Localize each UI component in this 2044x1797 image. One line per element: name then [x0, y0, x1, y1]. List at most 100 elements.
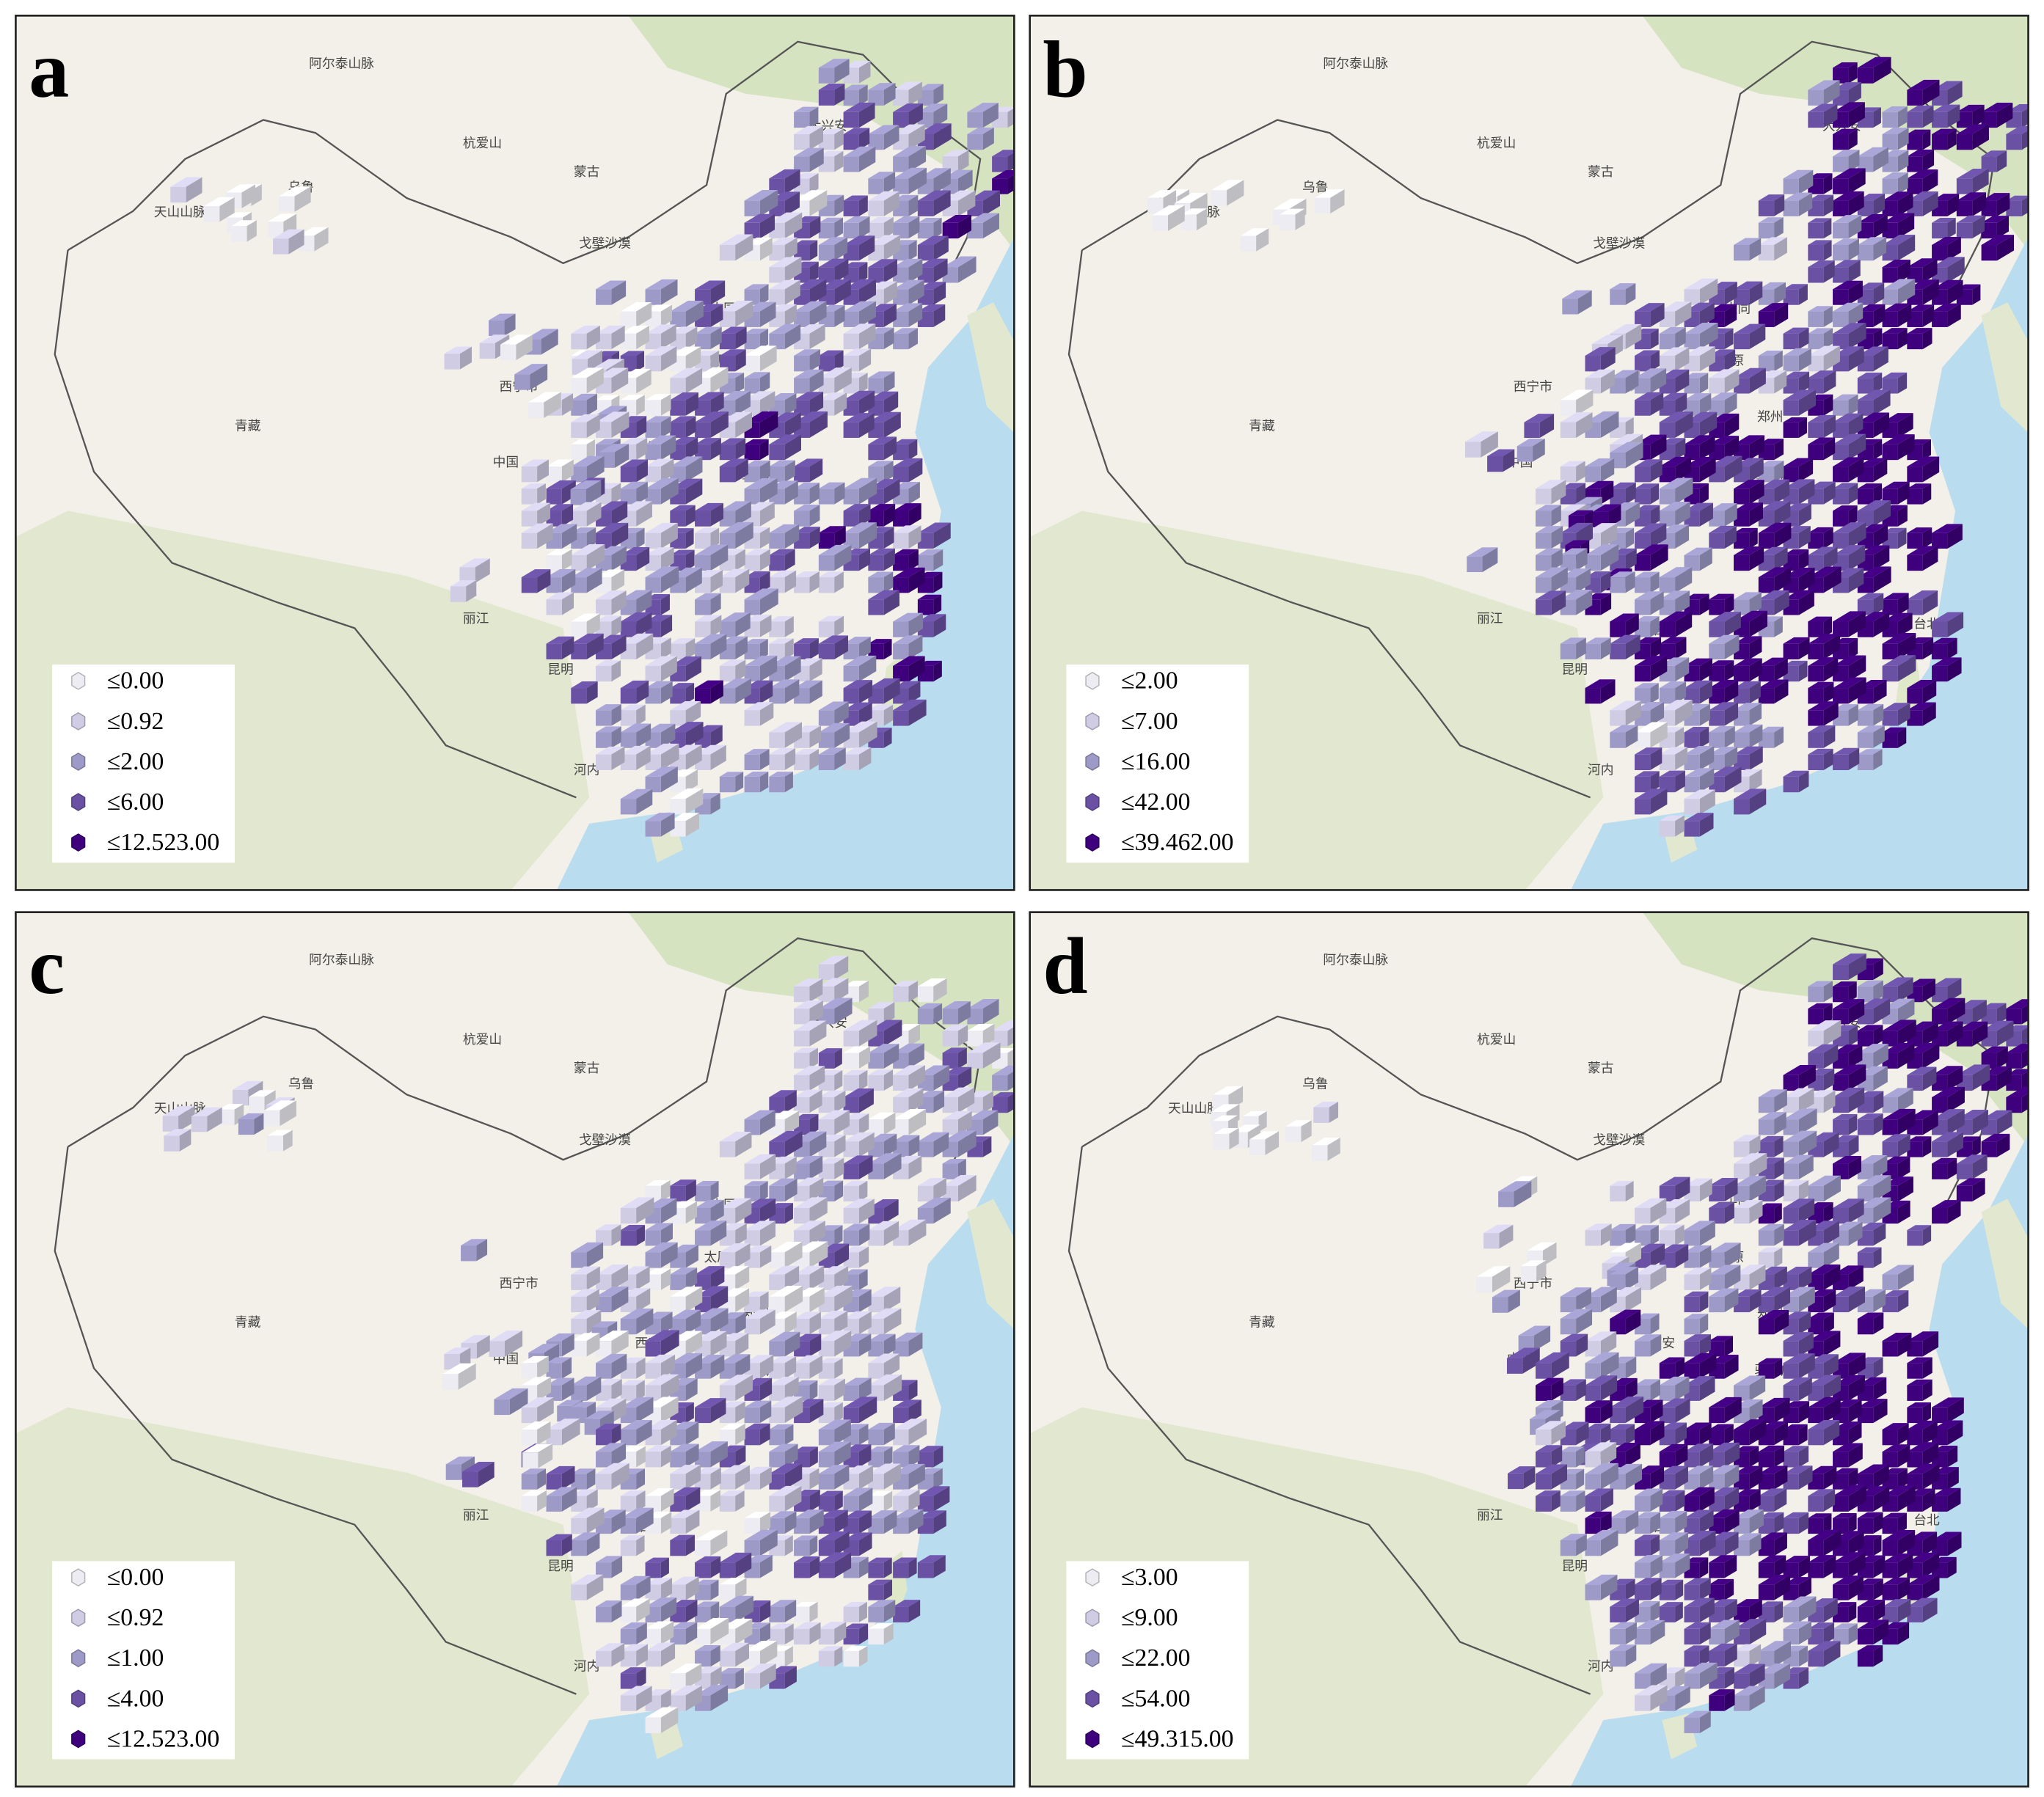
- cube-top: [1932, 1086, 1965, 1097]
- cube-front: [893, 1119, 909, 1135]
- cube-top: [744, 702, 774, 711]
- cube-front: [917, 1185, 934, 1202]
- cube-side: [586, 1266, 600, 1290]
- cube-front: [2006, 1053, 2022, 1069]
- cube-top: [744, 749, 770, 755]
- cube: [1709, 660, 1734, 682]
- cube-side: [883, 1069, 894, 1091]
- cube-top: [1808, 103, 1838, 112]
- cube-top: [744, 329, 769, 334]
- cube-side: [1873, 1154, 1888, 1179]
- cube: [596, 1463, 629, 1490]
- cube: [744, 345, 777, 372]
- cube-side: [1724, 455, 1742, 483]
- cube-side: [282, 1130, 293, 1152]
- cube: [1808, 1003, 1833, 1025]
- cube-front: [744, 643, 760, 659]
- cube-side: [834, 1090, 846, 1113]
- cube-top: [843, 1601, 867, 1607]
- legend-swatch: [71, 671, 86, 690]
- legend-label: ≤0.00: [107, 1564, 164, 1591]
- cube-side: [561, 568, 576, 593]
- cube-side: [1749, 238, 1762, 261]
- cube-front: [1882, 1097, 1898, 1113]
- cube-front: [695, 1207, 711, 1224]
- cube-front: [917, 986, 934, 1003]
- cube: [769, 1396, 803, 1424]
- cube-side: [1600, 571, 1611, 593]
- cube-front: [645, 1252, 661, 1268]
- cube-front: [1907, 688, 1923, 704]
- cube-top: [1882, 977, 1913, 987]
- cube-front: [1783, 1075, 1799, 1091]
- cube-front: [843, 156, 859, 172]
- cube-top: [893, 1445, 920, 1452]
- cube: [596, 569, 625, 593]
- cube-top: [1833, 747, 1860, 755]
- cube-side: [908, 1332, 923, 1357]
- cube-side: [710, 1266, 725, 1290]
- cube: [769, 434, 801, 461]
- cube-side: [1798, 327, 1809, 350]
- cube-top: [917, 123, 952, 134]
- legend-swatch: [71, 1730, 86, 1749]
- cube-top: [843, 1113, 869, 1120]
- cube-side: [858, 522, 877, 549]
- cube-top: [744, 439, 769, 444]
- cube-front: [818, 643, 835, 659]
- cube-side: [1229, 1128, 1239, 1150]
- cube-side: [759, 213, 775, 239]
- cube-side: [660, 813, 675, 837]
- cube-front: [1907, 111, 1923, 128]
- cube: [769, 638, 794, 659]
- cube-front: [1833, 1207, 1849, 1224]
- cube-side: [908, 81, 922, 106]
- cube-side: [809, 638, 819, 659]
- cube: [818, 1441, 851, 1468]
- cube-side: [834, 84, 845, 106]
- cube-top: [868, 461, 894, 467]
- cube: [1907, 129, 1931, 150]
- cube-side: [759, 1355, 774, 1379]
- cube-top: [571, 568, 602, 578]
- cube-top: [1833, 677, 1866, 689]
- cube: [1498, 1181, 1532, 1207]
- cube-front: [1808, 1185, 1824, 1202]
- cube-top: [1907, 590, 1938, 600]
- cube-front: [1783, 400, 1799, 416]
- cube-front: [695, 532, 711, 549]
- cube-side: [834, 1110, 850, 1135]
- cube-front: [620, 1584, 637, 1600]
- cube-side: [1675, 301, 1692, 327]
- cube-front: [1783, 1207, 1799, 1224]
- cube-front: [1635, 400, 1651, 416]
- cube-top: [1882, 612, 1913, 622]
- legend-label: ≤12.523.00: [107, 829, 220, 856]
- cube-top: [596, 1353, 627, 1364]
- cube-side: [1625, 571, 1635, 593]
- cube-front: [769, 1341, 785, 1357]
- cube-top: [868, 172, 896, 179]
- cube-side: [685, 528, 694, 549]
- cube: [670, 638, 696, 659]
- cube-side: [1947, 279, 1963, 305]
- cube: [1783, 590, 1814, 615]
- cube-front: [818, 1318, 835, 1335]
- cube-front: [1808, 444, 1824, 461]
- cube-side: [1749, 658, 1762, 682]
- cube-side: [636, 301, 652, 327]
- map-panel: 阿尔泰山脉杭爱山蒙古戈壁沙漠天山山脉乌鲁青藏中国西安郑州大同太原西宁市贵阳昆明丽…: [15, 14, 1015, 891]
- cube-side: [1922, 1225, 1932, 1246]
- cube: [893, 1600, 921, 1622]
- cube-side: [1848, 505, 1858, 527]
- cube-side: [710, 392, 724, 416]
- cube: [868, 1623, 894, 1645]
- cube-top: [868, 1287, 901, 1297]
- cube-side: [1823, 634, 1841, 659]
- cube-top: [670, 392, 698, 400]
- cube-side: [834, 1135, 846, 1157]
- cube-side: [1897, 372, 1908, 394]
- cube-front: [1659, 333, 1676, 350]
- cube-top: [868, 548, 895, 555]
- cube-front: [843, 1053, 859, 1069]
